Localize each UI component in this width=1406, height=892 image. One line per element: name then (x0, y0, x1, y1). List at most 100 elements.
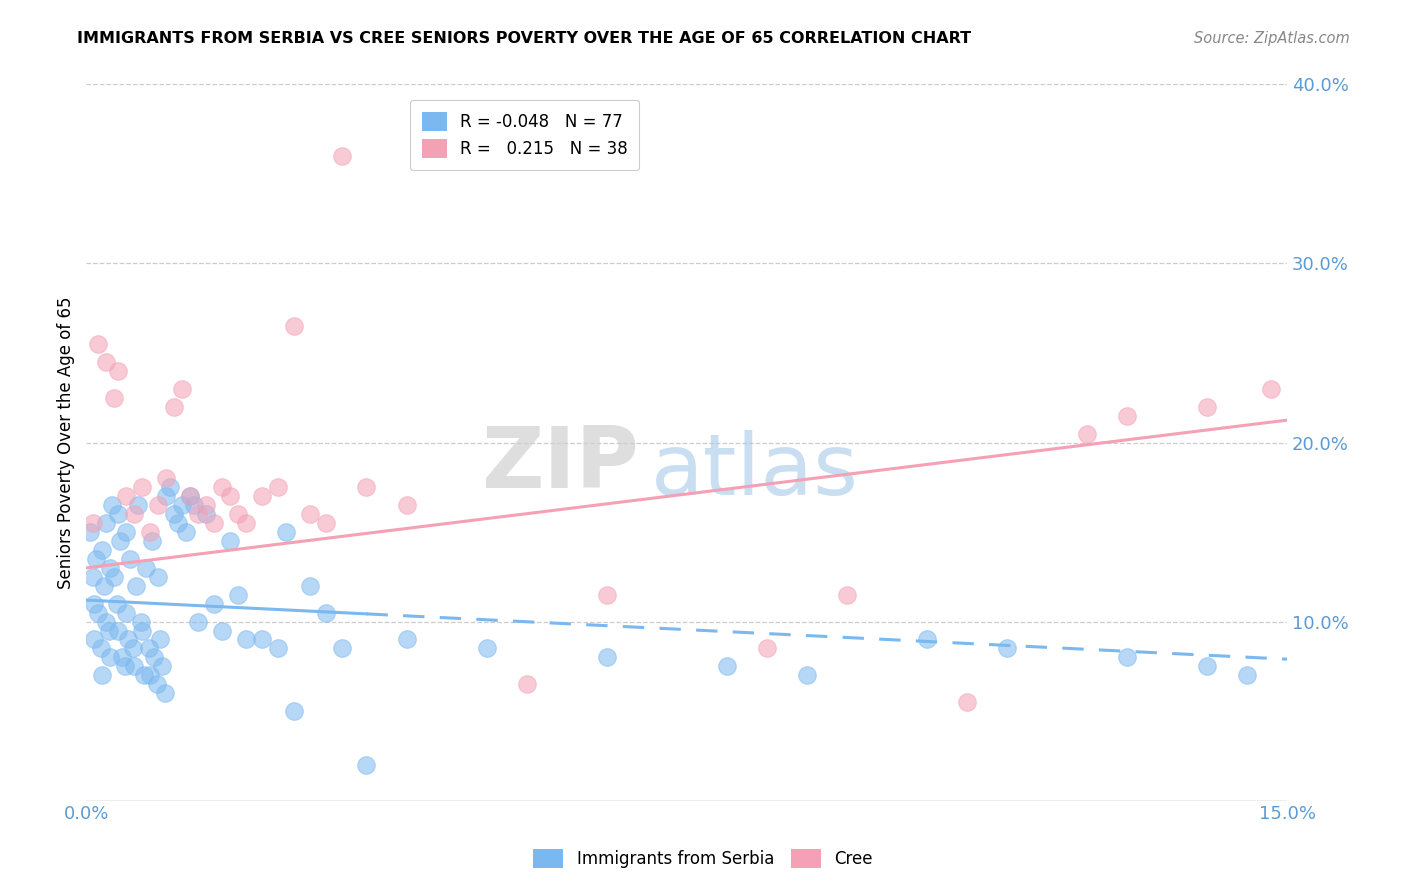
Point (315, 606, 337, 620)
Point (120, 552, 142, 566)
Point (228, 588, 250, 602)
Point (211, 624, 233, 638)
Point (595, 588, 617, 602)
Point (132, 668, 155, 682)
Point (141, 534, 163, 549)
Point (83, 632, 105, 647)
Point (115, 489, 138, 503)
Point (139, 668, 162, 682)
Text: ZIP: ZIP (481, 423, 638, 506)
Point (187, 507, 209, 521)
Point (155, 471, 177, 485)
Point (219, 534, 242, 549)
Point (107, 364, 129, 378)
Point (195, 498, 218, 512)
Point (172, 498, 194, 512)
Point (716, 659, 738, 673)
Point (87, 606, 110, 620)
Point (150, 659, 173, 673)
Point (153, 686, 176, 700)
Point (115, 606, 138, 620)
Point (1116, 650, 1139, 665)
Point (356, 480, 378, 494)
Point (131, 480, 153, 494)
Point (179, 489, 201, 503)
Point (127, 498, 149, 512)
Point (98, 650, 121, 665)
Point (93, 579, 115, 593)
Point (124, 507, 146, 521)
Point (956, 695, 979, 709)
Point (187, 615, 209, 629)
Point (129, 615, 152, 629)
Point (79, 524, 101, 539)
Point (163, 400, 186, 414)
Point (235, 632, 257, 647)
Point (299, 579, 322, 593)
Point (148, 570, 170, 584)
Point (143, 650, 166, 665)
Point (163, 507, 186, 521)
Point (267, 480, 290, 494)
Point (202, 597, 225, 611)
Point (211, 480, 233, 494)
Point (1116, 409, 1139, 423)
Point (283, 319, 305, 334)
Point (315, 516, 337, 530)
Point (395, 498, 418, 512)
Legend: R = -0.048   N = 77, R =   0.215   N = 38: R = -0.048 N = 77, R = 0.215 N = 38 (411, 100, 640, 170)
Point (252, 632, 274, 647)
Point (82, 570, 104, 584)
Point (172, 382, 194, 396)
Point (135, 561, 157, 575)
Point (475, 641, 498, 656)
Point (356, 757, 378, 772)
Point (299, 507, 322, 521)
Point (96, 355, 118, 369)
Point (176, 524, 198, 539)
Point (195, 507, 218, 521)
Point (145, 677, 167, 691)
Point (395, 632, 418, 647)
Point (155, 489, 177, 503)
Point (125, 579, 148, 593)
Point (107, 624, 129, 638)
Point (159, 480, 181, 494)
Point (995, 641, 1018, 656)
Point (90, 641, 112, 656)
Point (131, 624, 153, 638)
Point (105, 597, 128, 611)
Point (124, 659, 146, 673)
Point (87, 337, 110, 351)
Point (267, 641, 290, 656)
Point (252, 489, 274, 503)
Point (115, 524, 138, 539)
Point (1236, 668, 1258, 682)
Point (755, 641, 778, 656)
Point (84, 552, 107, 566)
Point (202, 516, 225, 530)
Point (108, 534, 131, 549)
Point (96, 516, 118, 530)
Point (114, 659, 136, 673)
Point (183, 498, 205, 512)
Point (1195, 659, 1218, 673)
Point (83, 597, 105, 611)
Point (138, 641, 160, 656)
Point (235, 516, 257, 530)
Point (179, 489, 201, 503)
Text: IMMIGRANTS FROM SERBIA VS CREE SENIORS POVERTY OVER THE AGE OF 65 CORRELATION CH: IMMIGRANTS FROM SERBIA VS CREE SENIORS P… (77, 31, 972, 46)
Point (283, 704, 305, 718)
Point (91, 543, 114, 558)
Point (167, 516, 190, 530)
Point (117, 632, 139, 647)
Point (101, 498, 124, 512)
Point (82, 516, 104, 530)
Point (835, 588, 858, 602)
Point (107, 507, 129, 521)
Point (149, 632, 172, 647)
Point (219, 489, 242, 503)
Text: Source: ZipAtlas.com: Source: ZipAtlas.com (1194, 31, 1350, 46)
Point (148, 498, 170, 512)
Text: atlas: atlas (651, 430, 859, 513)
